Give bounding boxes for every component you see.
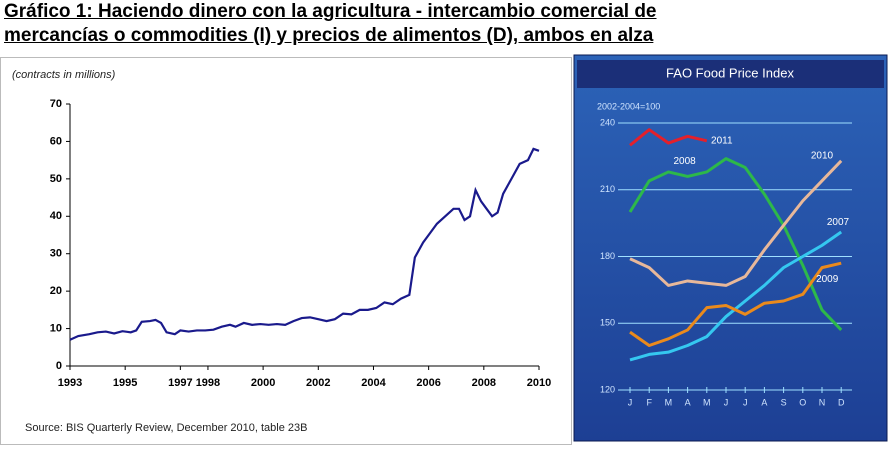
line xyxy=(69,147,540,341)
series-label: 2008 xyxy=(673,156,696,167)
x-tick-label: D xyxy=(838,397,845,407)
x-tick-label: 2000 xyxy=(251,377,275,389)
x-tick-label: A xyxy=(685,397,691,407)
y-tick-label: 10 xyxy=(50,322,62,334)
y-tick-label: 180 xyxy=(600,251,615,261)
x-tick-label: S xyxy=(781,397,787,407)
line xyxy=(629,159,843,287)
x-tick-label: 2002 xyxy=(306,377,330,389)
x-tick-label: 2006 xyxy=(416,377,440,389)
line xyxy=(629,128,708,147)
y-tick-label: 50 xyxy=(50,173,62,185)
y-tick-label: 210 xyxy=(600,184,615,194)
series-label: 2011 xyxy=(711,135,733,146)
x-tick-label: 2004 xyxy=(361,377,386,389)
y-tick-label: 120 xyxy=(600,384,615,394)
series-label: 2009 xyxy=(816,274,839,285)
y-tick-label: 70 xyxy=(50,98,62,110)
y-tick-label: 30 xyxy=(50,248,62,260)
y-tick-label: 240 xyxy=(600,117,615,127)
y-tick-label: 40 xyxy=(50,210,62,222)
subtitle: (contracts in millions) xyxy=(12,69,116,81)
x-tick-label: 2010 xyxy=(527,377,551,389)
title-line: Gráfico 1: Haciendo dinero con la agricu… xyxy=(4,1,657,22)
x-tick-label: 2008 xyxy=(472,377,496,389)
line xyxy=(628,157,843,331)
title-band xyxy=(577,60,884,88)
x-tick-label: F xyxy=(646,397,652,407)
x-tick-label: A xyxy=(761,397,767,407)
y-tick-label: 20 xyxy=(50,285,62,297)
series-label: 2007 xyxy=(827,217,850,228)
line xyxy=(629,261,842,347)
title: Gráfico 1: Haciendo dinero con la agricu… xyxy=(4,0,884,48)
x-tick-label: 1995 xyxy=(113,377,137,389)
x-tick-label: 1998 xyxy=(196,377,220,389)
x-tick-label: J xyxy=(724,397,729,407)
chart-title: FAO Food Price Index xyxy=(666,65,794,80)
x-tick-label: J xyxy=(743,397,748,407)
x-tick-label: M xyxy=(703,397,711,407)
y-tick-label: 60 xyxy=(50,135,62,147)
series-label: 2010 xyxy=(811,150,834,161)
y-tick-label: 0 xyxy=(56,360,62,372)
y-tick-label: 150 xyxy=(600,318,615,328)
subtitle: 2002-2004=100 xyxy=(597,101,660,111)
title-line: mercancías o commodities (I) y precios d… xyxy=(4,25,654,46)
x-tick-label: O xyxy=(799,397,806,407)
x-tick-label: M xyxy=(665,397,673,407)
x-tick-label: J xyxy=(628,397,633,407)
x-tick-label: 1997 xyxy=(168,377,192,389)
x-tick-label: N xyxy=(819,397,826,407)
source: Source: BIS Quarterly Review, December 2… xyxy=(25,422,307,434)
left-panel xyxy=(0,57,572,445)
right-panel xyxy=(573,54,888,442)
x-tick-label: 1993 xyxy=(58,377,82,389)
